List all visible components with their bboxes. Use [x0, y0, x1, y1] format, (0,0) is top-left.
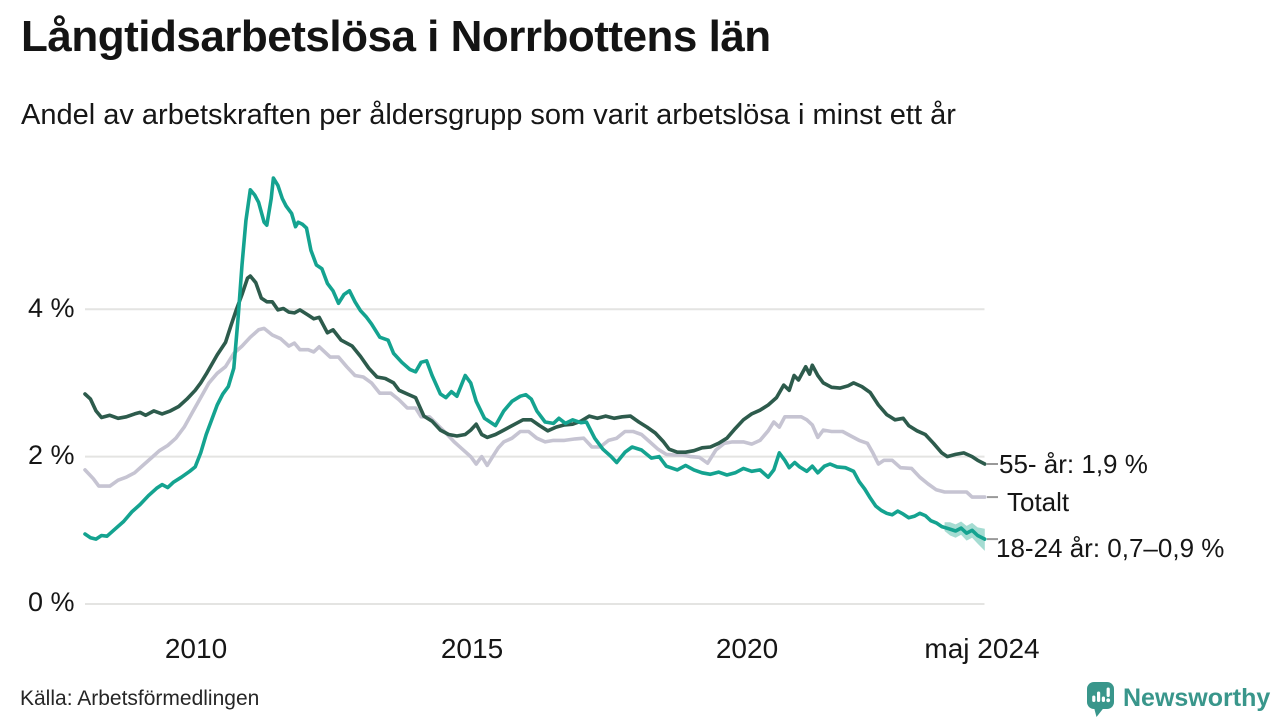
- series-label-55: 55- år: 1,9 %: [999, 449, 1148, 479]
- x-axis-tick-label: 2010: [164, 633, 228, 664]
- series-line-totalt: [83, 326, 987, 499]
- series-label-18-24: 18-24 år: 0,7–0,9 %: [996, 533, 1225, 563]
- page-title: Långtidsarbetslösa i Norrbottens län: [21, 12, 771, 61]
- newsworthy-logo[interactable]: Newsworthy: [1086, 681, 1270, 718]
- series-label-totalt: Totalt: [1007, 487, 1070, 517]
- x-axis-tick-label: 2020: [715, 633, 779, 664]
- y-axis-tick-label: 4 %: [28, 293, 75, 323]
- x-axis-tick-label: 2015: [440, 633, 504, 664]
- source-note: Källa: Arbetsförmedlingen: [20, 687, 260, 710]
- y-axis-tick-label: 2 %: [28, 440, 75, 470]
- x-axis-tick-label: maj 2024: [924, 633, 1040, 664]
- newsworthy-icon: [1087, 682, 1114, 717]
- series-line-55: [83, 274, 987, 466]
- series-line-18-24: [83, 176, 987, 541]
- chart-subtitle: Andel av arbetskraften per åldersgrupp s…: [21, 99, 956, 131]
- newsworthy-wordmark: Newsworthy: [1123, 684, 1271, 712]
- y-axis-tick-label: 0 %: [28, 587, 75, 617]
